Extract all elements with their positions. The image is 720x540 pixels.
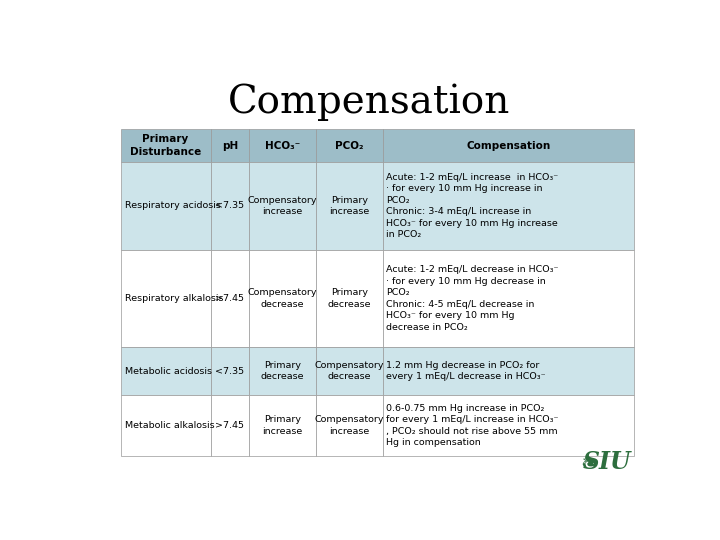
- Text: Compensatory
increase: Compensatory increase: [315, 415, 384, 436]
- Bar: [382, 162, 634, 250]
- Text: <7.35: <7.35: [215, 367, 244, 376]
- Text: Primary
increase: Primary increase: [262, 415, 302, 436]
- Bar: [382, 250, 634, 347]
- Bar: [249, 129, 316, 162]
- Bar: [121, 347, 210, 395]
- Bar: [249, 347, 316, 395]
- Bar: [382, 347, 634, 395]
- Text: Metabolic acidosis: Metabolic acidosis: [125, 367, 212, 376]
- Text: <7.35: <7.35: [215, 201, 244, 211]
- Text: Acute: 1-2 mEq/L decrease in HCO₃⁻
· for every 10 mm Hg decrease in
PCO₂
Chronic: Acute: 1-2 mEq/L decrease in HCO₃⁻ · for…: [387, 265, 559, 332]
- Bar: [210, 250, 249, 347]
- Text: pH: pH: [222, 140, 238, 151]
- Bar: [249, 250, 316, 347]
- Text: Respiratory alkalosis: Respiratory alkalosis: [125, 294, 223, 303]
- Text: Compensation: Compensation: [228, 84, 510, 121]
- Bar: [316, 250, 382, 347]
- Text: >7.45: >7.45: [215, 421, 244, 430]
- Text: Acute: 1-2 mEq/L increase  in HCO₃⁻
· for every 10 mm Hg increase in
PCO₂
Chroni: Acute: 1-2 mEq/L increase in HCO₃⁻ · for…: [387, 173, 559, 239]
- Bar: [121, 250, 210, 347]
- Bar: [210, 395, 249, 456]
- Text: ❧: ❧: [580, 454, 598, 474]
- Bar: [316, 162, 382, 250]
- Text: Primary
decrease: Primary decrease: [261, 361, 304, 381]
- Bar: [249, 162, 316, 250]
- Text: >7.45: >7.45: [215, 294, 244, 303]
- Text: Primary
Disturbance: Primary Disturbance: [130, 134, 201, 157]
- Text: SIU: SIU: [582, 450, 631, 474]
- Bar: [382, 395, 634, 456]
- Bar: [121, 395, 210, 456]
- Text: Compensatory
increase: Compensatory increase: [248, 195, 317, 216]
- Bar: [210, 162, 249, 250]
- Bar: [210, 129, 249, 162]
- Text: HCO₃⁻: HCO₃⁻: [265, 140, 300, 151]
- Text: Compensatory
decrease: Compensatory decrease: [248, 288, 317, 309]
- Text: Compensatory
decrease: Compensatory decrease: [315, 361, 384, 381]
- Text: Respiratory acidosis: Respiratory acidosis: [125, 201, 220, 211]
- Text: Primary
increase: Primary increase: [329, 195, 369, 216]
- Bar: [316, 395, 382, 456]
- Bar: [121, 129, 210, 162]
- Text: PCO₂: PCO₂: [335, 140, 364, 151]
- Text: 0.6-0.75 mm Hg increase in PCO₂
for every 1 mEq/L increase in HCO₃⁻
, PCO₂ shoul: 0.6-0.75 mm Hg increase in PCO₂ for ever…: [387, 404, 559, 447]
- Text: Compensation: Compensation: [466, 140, 550, 151]
- Bar: [249, 395, 316, 456]
- Bar: [210, 347, 249, 395]
- Text: 1.2 mm Hg decrease in PCO₂ for
every 1 mEq/L decrease in HCO₃⁻: 1.2 mm Hg decrease in PCO₂ for every 1 m…: [387, 361, 546, 381]
- Bar: [382, 129, 634, 162]
- Bar: [316, 129, 382, 162]
- Text: Metabolic alkalosis: Metabolic alkalosis: [125, 421, 215, 430]
- Text: Primary
decrease: Primary decrease: [328, 288, 371, 309]
- Bar: [121, 162, 210, 250]
- Bar: [316, 347, 382, 395]
